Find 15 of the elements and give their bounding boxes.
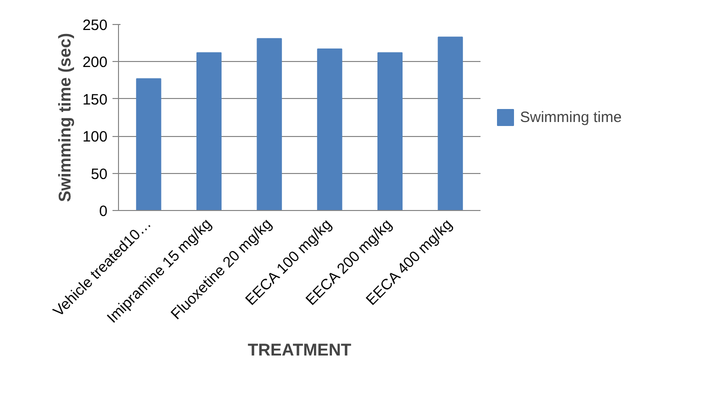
y-tick-label: 50	[90, 166, 108, 183]
bar	[377, 52, 403, 210]
x-axis-title: TREATMENT	[248, 340, 352, 360]
y-tick-label: 200	[82, 54, 108, 72]
bar	[196, 52, 222, 210]
bar	[256, 38, 282, 210]
y-tick-label: 100	[82, 128, 108, 146]
bar	[136, 78, 162, 210]
bar	[438, 36, 463, 210]
y-axis-title: Swimming time (sec)	[55, 32, 74, 202]
legend-label: Swimming time	[520, 108, 622, 126]
y-tick-label: 0	[99, 203, 108, 220]
y-tick-label: 250	[82, 17, 108, 34]
bar	[317, 48, 342, 210]
y-tick-label: 150	[82, 91, 108, 108]
